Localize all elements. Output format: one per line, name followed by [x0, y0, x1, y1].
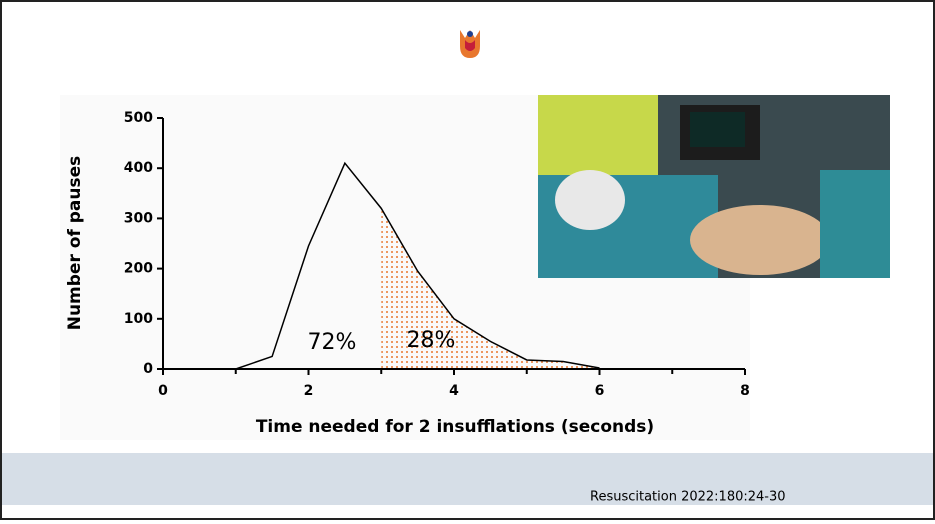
annotation: 72%	[308, 330, 357, 355]
x-tick-label: 4	[449, 383, 459, 399]
x-tick-label: 8	[740, 383, 750, 399]
citation: Resuscitation 2022:180:24-30	[590, 490, 786, 505]
footer-band	[2, 453, 933, 505]
y-tick-label: 0	[143, 361, 153, 377]
y-tick-label: 300	[124, 210, 153, 226]
x-axis-label: Time needed for 2 insufflations (seconds…	[256, 417, 654, 437]
y-tick-label: 100	[124, 311, 153, 327]
x-tick-label: 6	[595, 383, 605, 399]
y-tick-label: 500	[124, 110, 153, 126]
y-axis-label: Number of pauses	[65, 156, 85, 331]
x-tick-label: 2	[304, 383, 314, 399]
y-tick-label: 200	[124, 261, 153, 277]
photo	[538, 95, 890, 278]
y-tick-label: 400	[124, 160, 153, 176]
annotation: 28%	[407, 328, 456, 353]
x-tick-label: 0	[158, 383, 168, 399]
slide: Time needed for 2 insufflations (seconds…	[0, 0, 935, 520]
